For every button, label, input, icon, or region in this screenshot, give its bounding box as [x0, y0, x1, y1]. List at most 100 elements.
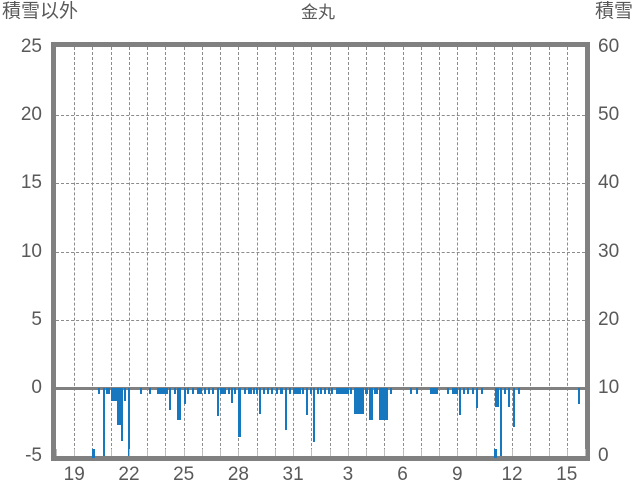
bar	[176, 387, 181, 420]
x-tick-label: 3	[342, 464, 354, 485]
x-tick	[238, 449, 239, 456]
vertical-gridline	[494, 47, 496, 456]
x-tick	[56, 449, 57, 456]
x-tick	[549, 449, 550, 456]
bar	[503, 387, 506, 394]
bar	[415, 387, 418, 394]
bar	[447, 387, 450, 394]
bar	[459, 387, 462, 416]
x-tick	[293, 449, 294, 456]
bar	[204, 387, 207, 394]
bar	[255, 387, 258, 394]
bar	[157, 387, 169, 394]
bar	[258, 387, 261, 414]
vertical-gridline	[567, 47, 569, 456]
bar	[263, 387, 266, 394]
x-tick-highlight	[92, 449, 95, 458]
left-tick-label: 20	[20, 104, 42, 126]
vertical-gridline	[457, 47, 459, 456]
bar	[230, 387, 233, 403]
bar	[183, 387, 186, 405]
vertical-gridline	[257, 47, 259, 456]
bar	[309, 387, 312, 394]
bar	[471, 387, 474, 394]
x-tick-label: 22	[118, 464, 140, 485]
left-tick-label: 0	[31, 376, 42, 398]
bar	[494, 387, 499, 407]
vertical-gridline	[147, 47, 149, 456]
horizontal-gridline	[56, 252, 585, 253]
left-tick-label: 25	[20, 36, 42, 57]
bar	[378, 387, 388, 420]
bar	[196, 387, 202, 394]
bar	[429, 387, 438, 394]
vertical-gridline	[439, 47, 441, 456]
vertical-gridline	[220, 47, 222, 456]
vertical-gridline	[92, 47, 94, 456]
bar	[116, 387, 121, 425]
bar	[105, 387, 108, 394]
bar	[227, 387, 230, 394]
x-tick	[165, 449, 166, 456]
vertical-gridline	[111, 47, 113, 456]
bar	[451, 387, 458, 394]
bar	[108, 387, 110, 394]
bar	[267, 387, 270, 394]
right-tick-label: 0	[598, 445, 609, 466]
bar	[275, 387, 278, 394]
x-tick	[366, 449, 367, 456]
x-tick	[439, 449, 440, 456]
bar	[305, 387, 308, 416]
bar	[353, 387, 364, 414]
x-tick-label: 28	[227, 464, 249, 485]
bar	[247, 387, 252, 394]
x-tick-label: 12	[501, 464, 523, 485]
x-tick	[129, 449, 130, 456]
x-tick-highlight	[494, 449, 497, 458]
x-tick	[257, 449, 258, 456]
x-tick	[421, 449, 422, 456]
vertical-gridline	[549, 47, 551, 456]
x-tick-label: 9	[452, 464, 463, 485]
bar	[110, 387, 117, 401]
bar	[252, 387, 255, 394]
bar	[280, 387, 283, 394]
vertical-gridline	[421, 47, 423, 456]
x-tick	[220, 449, 221, 456]
x-tick-label: 31	[282, 464, 304, 485]
bar	[512, 387, 515, 428]
bar	[123, 387, 127, 401]
vertical-gridline	[202, 47, 204, 456]
bar	[500, 387, 503, 456]
vertical-gridline	[238, 47, 240, 456]
vertical-gridline	[384, 47, 386, 456]
bar	[173, 387, 176, 394]
bar	[271, 387, 274, 394]
bar	[216, 387, 219, 417]
bar	[365, 387, 368, 394]
bar	[350, 387, 353, 394]
horizontal-gridline	[56, 115, 585, 116]
vertical-gridline	[293, 47, 295, 456]
vertical-gridline	[74, 47, 76, 456]
x-tick	[384, 449, 385, 456]
bar	[319, 387, 322, 394]
vertical-gridline	[348, 47, 350, 456]
vertical-gridline	[311, 47, 313, 456]
horizontal-gridline	[56, 183, 585, 184]
vertical-gridline	[366, 47, 368, 456]
chart-title: 金丸	[301, 3, 335, 22]
bar	[368, 387, 373, 420]
left-tick-label: -5	[25, 445, 42, 466]
right-axis-caption: 積雪	[594, 1, 633, 22]
x-tick	[330, 449, 331, 456]
right-tick-label: 30	[598, 240, 620, 262]
right-tick-label: 50	[598, 104, 620, 126]
x-tick	[457, 449, 458, 456]
bar	[289, 387, 292, 394]
x-tick-label: 15	[556, 464, 578, 485]
bar	[169, 387, 172, 410]
bar	[518, 387, 521, 394]
bar	[577, 387, 581, 405]
